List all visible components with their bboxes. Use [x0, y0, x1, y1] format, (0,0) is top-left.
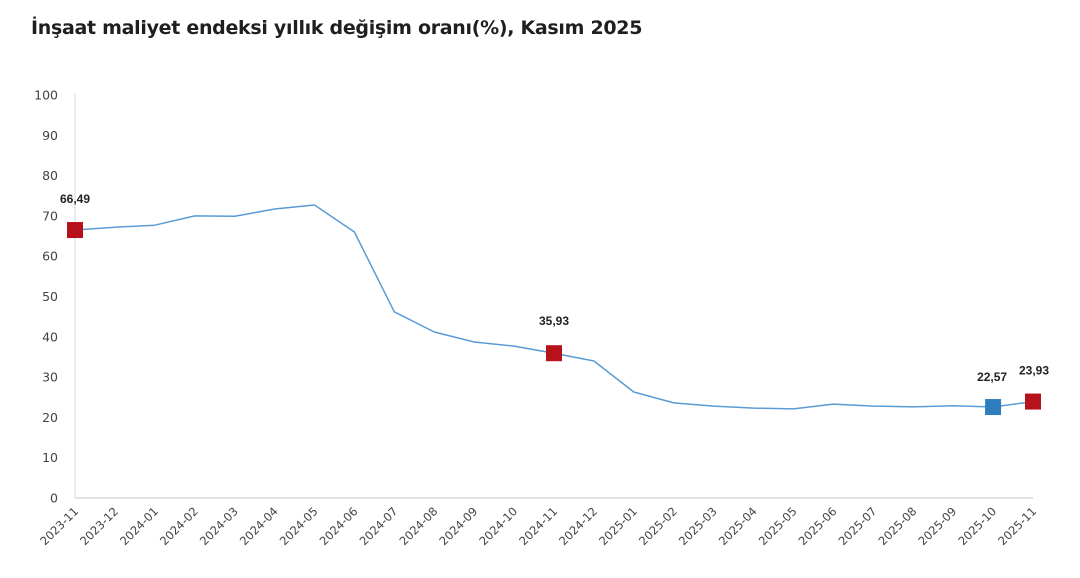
y-tick-label: 10: [42, 450, 58, 465]
y-tick-label: 80: [42, 168, 58, 183]
x-tick-label: 2023-12: [77, 504, 121, 548]
x-tick-label: 2024-09: [436, 504, 480, 548]
x-tick-label: 2025-01: [596, 504, 640, 548]
x-tick-label: 2025-11: [995, 504, 1039, 548]
y-tick-label: 100: [34, 88, 58, 103]
y-tick-label: 90: [42, 128, 58, 143]
x-tick-label: 2024-08: [396, 504, 440, 548]
series-line: [74, 204, 1034, 410]
x-tick-label: 2024-07: [357, 504, 401, 548]
y-tick-label: 30: [42, 370, 58, 385]
x-tick-label: 2024-12: [556, 504, 600, 548]
data-label: 22,57: [977, 370, 1007, 384]
x-tick-label: 2025-09: [915, 504, 959, 548]
x-tick-label: 2025-08: [875, 504, 919, 548]
x-axis: 2023-112023-122024-012024-022024-032024-…: [37, 497, 1039, 548]
y-tick-label: 70: [42, 208, 58, 223]
x-tick-label: 2024-06: [317, 504, 361, 548]
y-tick-label: 50: [42, 289, 58, 304]
x-tick-label: 2024-11: [516, 504, 560, 548]
x-tick-label: 2025-02: [636, 504, 680, 548]
x-tick-label: 2025-06: [796, 504, 840, 548]
highlight-marker: [67, 222, 83, 239]
data-label: 66,49: [60, 192, 90, 206]
x-tick-label: 2023-11: [37, 504, 81, 548]
x-tick-label: 2024-05: [277, 504, 321, 548]
x-tick-label: 2024-10: [476, 504, 520, 548]
x-tick-label: 2025-05: [756, 504, 800, 548]
x-tick-label: 2024-01: [117, 504, 161, 548]
x-tick-label: 2025-04: [716, 504, 760, 548]
y-tick-label: 40: [42, 329, 58, 344]
x-tick-label: 2025-10: [955, 504, 999, 548]
plot-area: 66,49 35,93 22,57 23,93: [60, 192, 1049, 416]
chart-title: İnşaat maliyet endeksi yıllık değişim or…: [31, 17, 643, 39]
highlight-marker: [546, 345, 562, 362]
x-tick-label: 2025-03: [676, 504, 720, 548]
data-label: 35,93: [539, 314, 569, 328]
highlight-marker: [985, 399, 1002, 416]
y-axis: 0 10 20 30 40 50 60 70 80 90 100: [34, 88, 76, 506]
y-tick-label: 0: [50, 491, 58, 506]
x-tick-label: 2024-03: [197, 504, 241, 548]
x-tick-label: 2024-02: [157, 504, 201, 548]
data-label: 23,93: [1019, 364, 1049, 378]
highlight-marker: [1025, 393, 1041, 410]
x-tick-label: 2025-07: [836, 504, 880, 548]
x-tick-label: 2024-04: [237, 504, 281, 548]
y-tick-label: 60: [42, 249, 58, 264]
y-tick-label: 20: [42, 410, 58, 425]
